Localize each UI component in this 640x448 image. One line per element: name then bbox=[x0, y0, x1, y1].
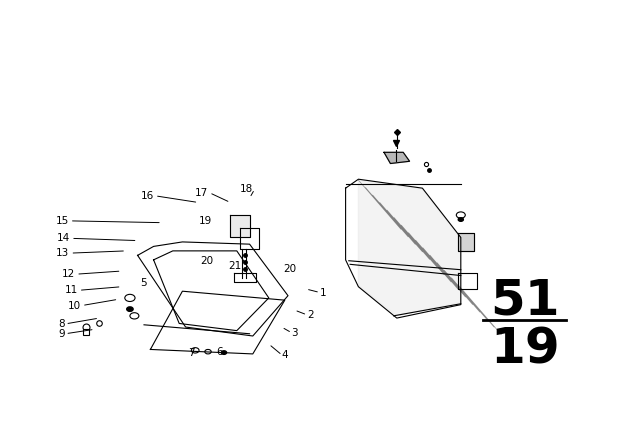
Text: 9: 9 bbox=[59, 329, 65, 339]
Text: 14: 14 bbox=[57, 233, 70, 243]
Text: 51: 51 bbox=[490, 276, 559, 324]
Text: 13: 13 bbox=[56, 248, 69, 258]
Text: 3: 3 bbox=[291, 328, 298, 338]
Polygon shape bbox=[458, 233, 474, 251]
Text: 20: 20 bbox=[284, 264, 297, 274]
Circle shape bbox=[221, 351, 227, 354]
Text: 11: 11 bbox=[65, 285, 78, 295]
Circle shape bbox=[127, 307, 133, 311]
Circle shape bbox=[458, 218, 463, 221]
Text: 8: 8 bbox=[59, 319, 65, 329]
Text: 18: 18 bbox=[240, 184, 253, 194]
Text: 5: 5 bbox=[141, 278, 147, 288]
Text: 20: 20 bbox=[200, 256, 214, 266]
Text: 10: 10 bbox=[68, 301, 81, 310]
Text: 15: 15 bbox=[56, 216, 69, 226]
Polygon shape bbox=[358, 180, 461, 316]
Text: 21: 21 bbox=[228, 261, 241, 271]
Polygon shape bbox=[230, 215, 250, 237]
Text: 4: 4 bbox=[282, 350, 288, 360]
Text: 2: 2 bbox=[307, 310, 314, 320]
Text: 19: 19 bbox=[198, 216, 212, 226]
Polygon shape bbox=[384, 152, 410, 164]
Text: 12: 12 bbox=[62, 269, 76, 279]
Text: 7: 7 bbox=[189, 348, 195, 358]
Text: 19: 19 bbox=[490, 325, 559, 374]
Text: 1: 1 bbox=[320, 288, 326, 297]
Text: 17: 17 bbox=[195, 188, 208, 198]
Text: 6: 6 bbox=[216, 347, 223, 357]
Text: 16: 16 bbox=[140, 191, 154, 201]
